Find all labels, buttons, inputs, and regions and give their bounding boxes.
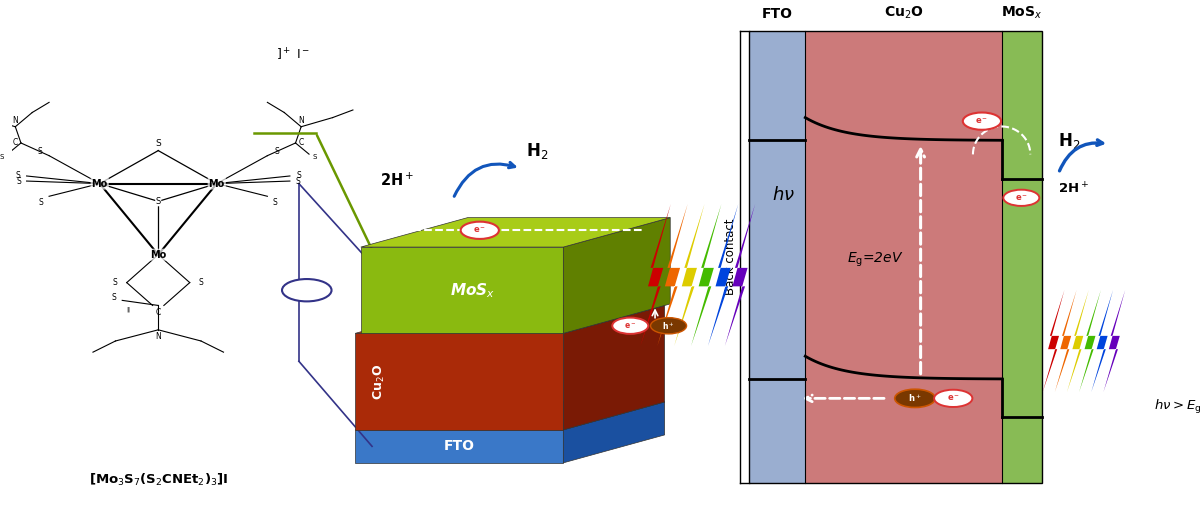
Polygon shape (355, 430, 563, 463)
Text: S: S (38, 198, 43, 208)
Circle shape (895, 389, 935, 407)
Circle shape (1003, 190, 1039, 206)
Text: [Mo$_3$S$_7$(S$_2$CNEt$_2$)$_3$]I: [Mo$_3$S$_7$(S$_2$CNEt$_2$)$_3$]I (89, 472, 228, 488)
Text: ‖: ‖ (126, 306, 130, 312)
Text: Mo: Mo (91, 179, 108, 188)
Text: e$^-$: e$^-$ (947, 393, 960, 403)
Bar (749, 31, 1042, 483)
Polygon shape (563, 402, 665, 463)
Polygon shape (1103, 290, 1126, 392)
Text: S: S (0, 154, 4, 160)
Text: $h\nu$$>$$E_{\mathrm{g}}$: $h\nu$$>$$E_{\mathrm{g}}$ (1154, 398, 1200, 416)
Text: e$^-$: e$^-$ (473, 226, 486, 235)
Text: 2H$^+$: 2H$^+$ (1058, 181, 1090, 196)
Text: $E_{\mathrm{g}}$=2eV: $E_{\mathrm{g}}$=2eV (847, 251, 904, 269)
Text: S: S (274, 147, 278, 156)
Bar (749, 31, 805, 483)
Text: C: C (13, 139, 18, 147)
Text: S: S (295, 177, 300, 185)
Circle shape (934, 390, 972, 407)
Bar (1002, 31, 1042, 483)
Polygon shape (361, 218, 671, 247)
Circle shape (461, 221, 499, 239)
Text: S: S (113, 278, 118, 287)
Text: Mo: Mo (209, 179, 224, 188)
Text: S: S (155, 139, 161, 148)
Text: h$^+$: h$^+$ (908, 392, 922, 404)
Text: Cu$_2$O: Cu$_2$O (883, 5, 924, 21)
Polygon shape (1067, 290, 1088, 392)
Text: e$^-$: e$^-$ (1015, 193, 1028, 202)
Polygon shape (708, 204, 738, 346)
Polygon shape (1043, 290, 1064, 392)
Text: Cu$_2$O: Cu$_2$O (372, 364, 388, 400)
Circle shape (282, 279, 331, 301)
Text: e$^-$: e$^-$ (624, 321, 636, 331)
Text: C: C (299, 139, 304, 147)
Polygon shape (563, 305, 665, 430)
Polygon shape (361, 247, 563, 333)
Text: S: S (312, 154, 317, 160)
Text: S: S (199, 278, 204, 287)
Polygon shape (563, 218, 671, 333)
Text: N: N (299, 116, 304, 125)
Text: S: S (16, 171, 20, 180)
Text: S: S (112, 294, 116, 302)
Text: $h\nu$: $h\nu$ (772, 186, 794, 204)
Circle shape (962, 112, 1001, 130)
Polygon shape (658, 204, 688, 346)
Text: H$_2$: H$_2$ (1058, 131, 1081, 150)
Text: S: S (156, 197, 161, 206)
Bar (805, 31, 1002, 483)
Polygon shape (691, 204, 721, 346)
Text: C: C (156, 308, 161, 317)
Text: S: S (17, 177, 22, 185)
Text: N: N (12, 116, 18, 125)
Polygon shape (355, 333, 563, 430)
Text: MoS$_x$: MoS$_x$ (1001, 5, 1043, 21)
Text: e$^-$: e$^-$ (976, 116, 989, 126)
Text: MoS$_x$: MoS$_x$ (450, 281, 494, 300)
Polygon shape (355, 305, 665, 333)
Polygon shape (355, 402, 665, 430)
Circle shape (650, 318, 686, 334)
Text: N: N (155, 332, 161, 341)
Text: FTO: FTO (444, 439, 475, 453)
Polygon shape (1091, 290, 1114, 392)
Text: FTO: FTO (762, 7, 793, 21)
Text: Back contact: Back contact (724, 219, 737, 296)
Text: S: S (272, 198, 277, 208)
Text: S: S (37, 147, 42, 156)
Polygon shape (641, 204, 671, 346)
Circle shape (612, 318, 648, 334)
Text: h$^+$: h$^+$ (662, 320, 674, 332)
Text: ]$^+$ I$^-$: ]$^+$ I$^-$ (276, 46, 311, 63)
Text: S: S (296, 171, 301, 180)
Text: H$_2$: H$_2$ (527, 141, 548, 161)
Text: Mo: Mo (150, 250, 167, 260)
Polygon shape (1055, 290, 1076, 392)
Polygon shape (725, 204, 755, 346)
Polygon shape (1079, 290, 1100, 392)
Text: 2H$^+$: 2H$^+$ (379, 171, 414, 188)
Polygon shape (674, 204, 704, 346)
